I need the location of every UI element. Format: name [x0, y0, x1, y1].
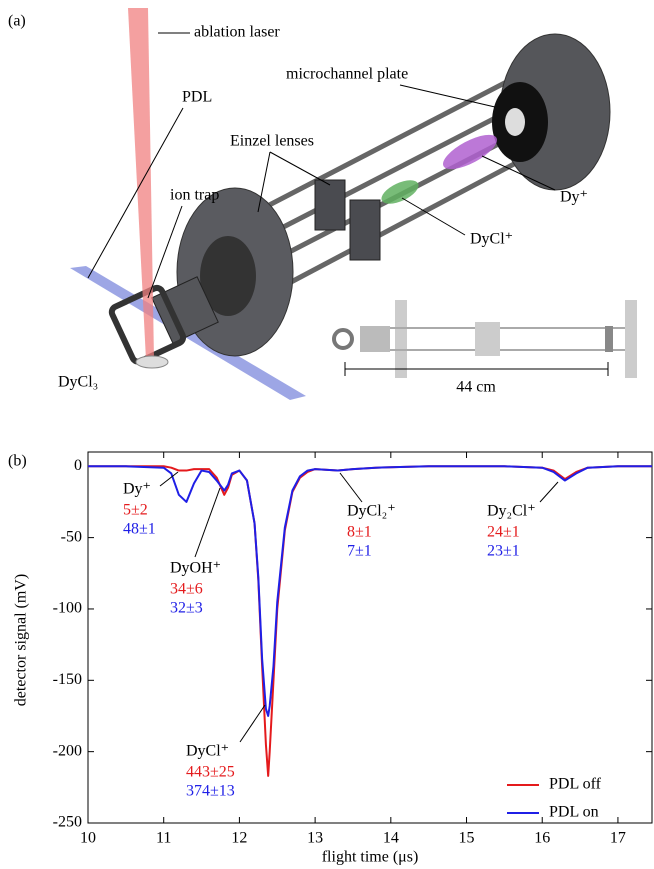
y-tick-label: -150	[53, 671, 82, 688]
panel-label: (b)	[8, 453, 27, 470]
inset-bg	[400, 300, 640, 378]
einzel-lens	[350, 200, 380, 260]
annotation-value: 443±25	[186, 764, 235, 781]
annotation-value: 34±6	[170, 581, 203, 598]
annotation-value: 374±13	[186, 783, 235, 800]
label: Dy⁺	[560, 189, 588, 206]
x-tick-label: 11	[156, 830, 171, 847]
figure: (a) ablation laser PDL microchannel plat…	[0, 0, 654, 869]
annotation-value: 48±1	[123, 521, 156, 538]
annotation-value: 7±1	[347, 543, 372, 560]
annotation-value: 5±2	[123, 502, 148, 519]
y-tick-label: 0	[74, 457, 82, 474]
annotation-pointer	[240, 705, 265, 742]
label: DyCl⁺	[470, 231, 513, 248]
einzel-lens	[315, 180, 345, 230]
x-tick-label: 13	[307, 830, 323, 847]
y-tick-label: -250	[53, 814, 82, 831]
y-tick-label: -50	[61, 528, 82, 545]
x-tick-label: 12	[231, 830, 247, 847]
legend-label: PDL off	[549, 776, 602, 793]
apparatus: (a) ablation laser PDL microchannel plat…	[8, 8, 640, 400]
x-tick-label: 16	[534, 830, 550, 847]
label: ablation laser	[194, 24, 280, 41]
x-tick-label: 15	[459, 830, 475, 847]
annotation-value: 24±1	[487, 524, 520, 541]
annotation-pointer	[340, 473, 362, 502]
annotation-label: DyOH⁺	[170, 560, 221, 577]
x-axis-label: flight time (μs)	[322, 849, 419, 866]
dy-cloud	[438, 128, 501, 176]
y-tick-label: -100	[53, 600, 82, 617]
annotation-label: Dy₂Cl⁺	[487, 503, 536, 520]
label: 44 cm	[456, 379, 496, 396]
annotation-value: 23±1	[487, 543, 520, 560]
panel-label: (a)	[8, 13, 26, 30]
y-tick-label: -200	[53, 742, 82, 759]
label: DyCl₃	[58, 374, 98, 391]
x-tick-label: 10	[80, 830, 96, 847]
label: microchannel plate	[286, 66, 408, 83]
legend-label: PDL on	[549, 804, 599, 821]
annotation-label: DyCl₂⁺	[347, 503, 396, 520]
label: ion trap	[170, 187, 219, 204]
annotation-value: 32±3	[170, 600, 203, 617]
annotation-pointer	[195, 488, 220, 557]
label: Einzel lenses	[230, 133, 314, 150]
y-axis-label: detector signal (mV)	[13, 574, 30, 706]
x-tick-label: 17	[610, 830, 626, 847]
x-tick-label: 14	[383, 830, 399, 847]
target	[136, 356, 168, 368]
annotation-pointer	[540, 482, 558, 502]
label: PDL	[182, 89, 212, 106]
annotation-value: 8±1	[347, 524, 372, 541]
annotation-label: DyCl⁺	[186, 743, 229, 760]
annotation-label: Dy⁺	[123, 481, 151, 498]
mcp-center	[505, 108, 525, 136]
